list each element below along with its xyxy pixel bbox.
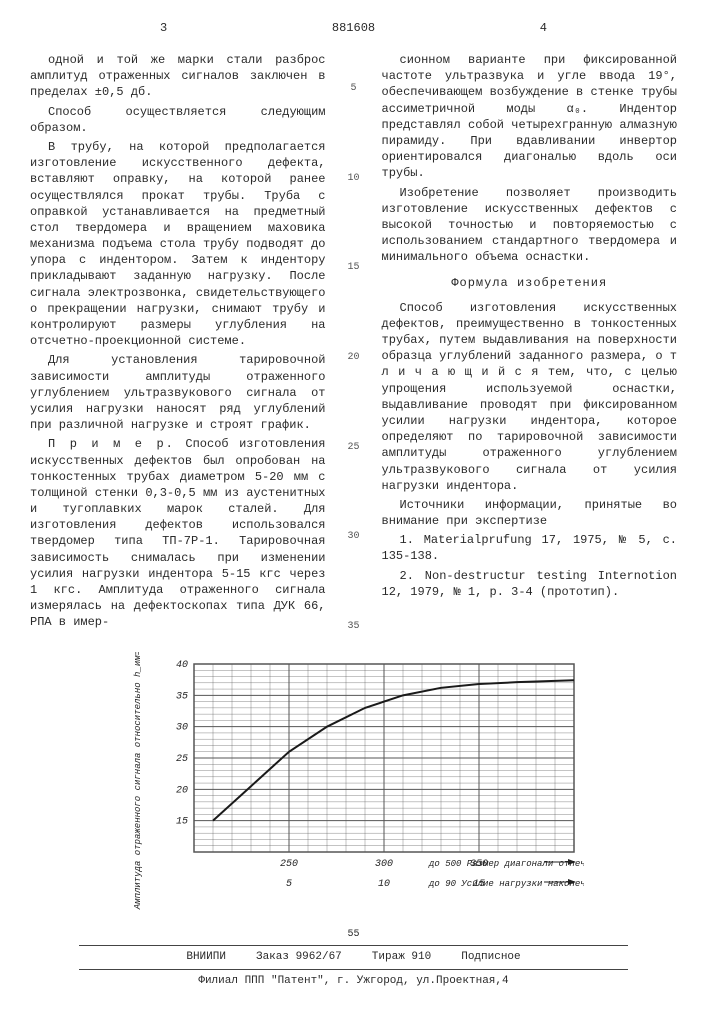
footer-order: Заказ 9962/67 [256,950,342,965]
svg-text:15: 15 [175,816,187,827]
footer-block: ВНИИПИ Заказ 9962/67 Тираж 910 Подписное… [30,945,677,989]
para: сионном варианте при фиксированной часто… [382,52,678,182]
footer-branch: Филиал ППП "Патент", г. Ужгород, ул.Прое… [30,974,677,989]
svg-text:25: 25 [175,754,187,765]
para: Изобретение позволяет производить изгото… [382,185,678,266]
example-body: Способ изготовления искусственных дефект… [30,437,326,629]
example-label: П р и м е р. [48,437,175,451]
svg-text:Амплитуда отраженного сигнала: Амплитуда отраженного сигнала относитель… [133,652,143,910]
left-column: одной и той же марки стали разброс ампли… [30,52,326,634]
calibration-chart: 15202530354025030035051015до 500 Размер … [30,652,677,912]
line-mark: 20 [347,351,359,365]
source-entry: 2. Non-destructur testing Internotion 12… [382,568,678,600]
svg-text:40: 40 [175,660,187,671]
svg-text:до 90 Усилие нагрузки наконечн: до 90 Усилие нагрузки наконечника, кгс [428,879,584,889]
para-example: П р и м е р. Способ изготовления искусст… [30,436,326,630]
line-mark: 5 [350,82,356,96]
svg-text:30: 30 [175,722,187,733]
line-mark: 25 [347,441,359,455]
footer-org: ВНИИПИ [186,950,226,965]
line-mark: 35 [347,620,359,634]
para: В трубу, на которой предполагается изгот… [30,139,326,349]
svg-text:5: 5 [285,879,291,890]
para: одной и той же марки стали разброс ампли… [30,52,326,101]
footer-tirage: Тираж 910 [372,950,431,965]
footer-rule [79,945,629,946]
chart-svg: 15202530354025030035051015до 500 Размер … [124,652,584,912]
svg-text:35: 35 [175,691,187,702]
footer-rule [79,969,629,970]
center-page-number: 55 [30,928,677,942]
svg-text:250: 250 [279,859,297,870]
sources-heading: Источники информации, принятые во вниман… [382,497,678,529]
page-num-right: 4 [540,20,547,36]
line-mark: 15 [347,261,359,275]
line-number-marks: 5 10 15 20 25 30 35 [346,52,362,634]
page-num-left: 3 [160,20,167,36]
para: Для установления тарировочной зависимост… [30,352,326,433]
para: Способ осуществляется следующим образом. [30,104,326,136]
svg-text:до 500 Размер диагонали отпеча: до 500 Размер диагонали отпечатка, мкм [428,859,584,869]
page-header: 3 881608 4 [30,20,677,38]
text-columns: одной и той же марки стали разброс ампли… [30,52,677,634]
footer-row-1: ВНИИПИ Заказ 9962/67 Тираж 910 Подписное [30,950,677,965]
document-number: 881608 [332,20,375,36]
line-mark: 30 [347,530,359,544]
svg-text:10: 10 [377,879,389,890]
right-column: сионном варианте при фиксированной часто… [382,52,678,634]
line-mark: 10 [347,172,359,186]
para-claim: Способ изготовления искусственных дефект… [382,300,678,494]
footer-sub: Подписное [461,950,520,965]
svg-text:20: 20 [175,785,187,796]
source-entry: 1. Materialprufung 17, 1975, № 5, с. 135… [382,532,678,564]
svg-text:300: 300 [374,859,392,870]
formula-title: Формула изобретения [382,275,678,291]
